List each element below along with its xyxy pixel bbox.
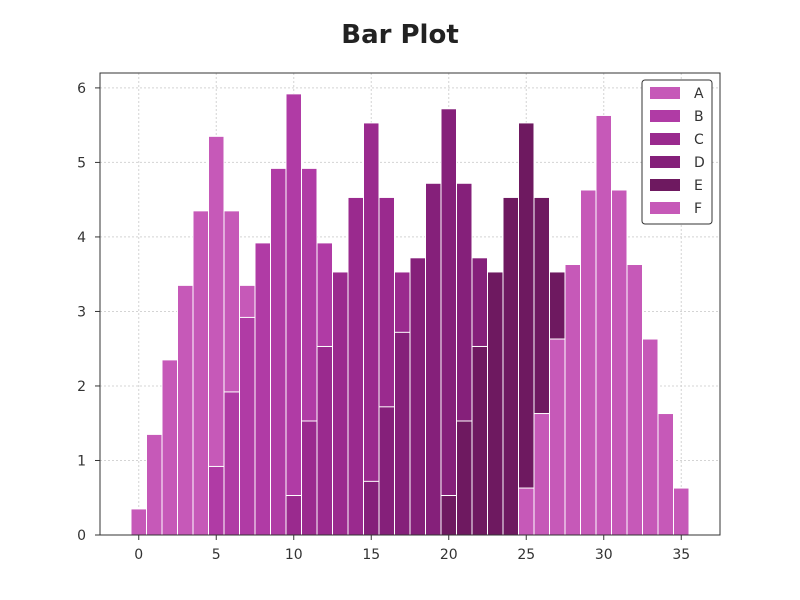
y-tick-label: 4 (77, 230, 86, 246)
bar (657, 413, 674, 536)
legend-swatch (650, 87, 680, 99)
bar (161, 359, 178, 536)
chart-title: Bar Plot (341, 20, 459, 50)
bar (270, 167, 287, 536)
y-tick-label: 3 (77, 304, 86, 320)
bar (192, 210, 209, 536)
bar (363, 122, 380, 536)
bar (332, 271, 349, 536)
x-tick-label: 15 (362, 547, 380, 563)
x-tick-label: 35 (672, 547, 690, 563)
y-tick-label: 2 (77, 379, 86, 395)
legend-label: A (694, 86, 704, 102)
bar (378, 406, 395, 536)
bar (425, 182, 442, 536)
legend-label: E (694, 178, 703, 194)
y-tick-label: 5 (77, 155, 86, 171)
bar (564, 264, 581, 536)
bar (471, 345, 488, 536)
bar (642, 338, 659, 536)
x-tick-label: 5 (212, 547, 221, 563)
bars (130, 93, 690, 536)
bar (673, 487, 690, 536)
bar (285, 93, 302, 536)
legend-label: F (694, 201, 702, 217)
plot-frame (99, 72, 721, 536)
legend-swatch (650, 156, 680, 168)
bar (394, 331, 411, 536)
legend-swatch (650, 202, 680, 214)
bar (580, 189, 597, 536)
legend-label: B (694, 109, 704, 125)
legend-swatch (650, 133, 680, 145)
bar (533, 413, 550, 536)
y-axis: 0 1 2 3 4 5 6 (77, 81, 100, 544)
x-tick-label: 25 (517, 547, 535, 563)
bar (502, 196, 519, 536)
bar (595, 114, 612, 536)
bar (254, 242, 271, 536)
legend-label: D (694, 155, 705, 171)
x-tick-label: 0 (134, 547, 143, 563)
x-axis: 0 5 10 15 20 25 30 35 (134, 535, 690, 563)
y-tick-label: 0 (77, 528, 86, 544)
bar (130, 508, 147, 536)
y-tick-label: 6 (77, 81, 86, 97)
legend-swatch (650, 110, 680, 122)
bar (301, 420, 318, 536)
bar (440, 495, 457, 536)
bar (549, 338, 566, 536)
x-tick-label: 30 (595, 547, 613, 563)
bar (363, 480, 380, 536)
bar (487, 271, 504, 536)
bar (347, 196, 364, 536)
bar (518, 122, 535, 536)
legend-label: C (694, 132, 704, 148)
bar (409, 257, 426, 536)
bar (177, 284, 194, 536)
bar (208, 465, 225, 536)
bar (285, 495, 302, 536)
bar (626, 264, 643, 536)
x-tick-label: 20 (440, 547, 458, 563)
bar (518, 487, 535, 536)
legend-swatch (650, 179, 680, 191)
bar (146, 433, 163, 536)
series-F (518, 114, 690, 536)
x-tick-label: 10 (285, 547, 303, 563)
bar (440, 108, 457, 536)
bar (223, 391, 240, 536)
bar (611, 189, 628, 536)
y-tick-label: 1 (77, 453, 86, 469)
bar (456, 420, 473, 536)
bar (239, 316, 256, 536)
bar (316, 345, 333, 536)
